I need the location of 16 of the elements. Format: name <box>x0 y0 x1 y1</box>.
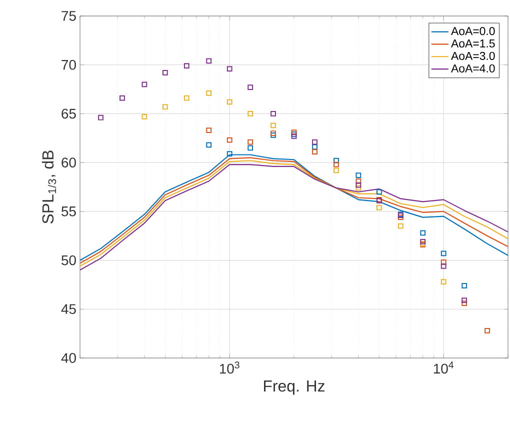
legend-label: AoA=3.0 <box>451 52 495 60</box>
y-tick-label: 50 <box>62 255 76 266</box>
x-tick-label: 10$^{4}$ <box>434 362 454 374</box>
y-tick-label: 70 <box>62 60 76 70</box>
x-axis-title: Freq. Hz <box>264 380 324 395</box>
y-tick-label: 60 <box>62 158 76 168</box>
legend-label: AoA=4.0 <box>451 64 495 72</box>
y-tick-label: 65 <box>62 108 76 119</box>
y-tick-label: 55 <box>62 206 76 216</box>
y-axis-title: SPL$_{1/3}$, dB <box>42 150 56 224</box>
y-tick-label: 40 <box>61 353 76 363</box>
legend-label: AoA=1.5 <box>451 40 495 48</box>
legend-label: AoA=0.0 <box>451 27 495 36</box>
y-tick-label: 45 <box>61 304 76 314</box>
x-tick-label: 10$^{3}$ <box>220 362 240 374</box>
y-tick-label: 75 <box>62 11 76 21</box>
